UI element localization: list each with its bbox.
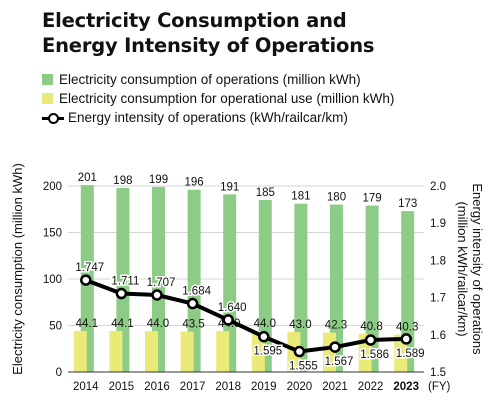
energy-intensity-marker [258,330,270,343]
bar-operations [187,189,201,372]
data-label-operations: 181 [291,191,310,203]
chart-title-line-1: Electricity Consumption and [42,9,347,32]
data-label-energy-intensity: 1.711 [111,276,139,288]
chart-title: Electricity Consumption and Energy Inten… [42,8,374,58]
legend-item-energy-intensity: Energy intensity of operations (kWh/rail… [42,108,394,127]
data-label-operations: 196 [185,177,204,189]
bar-operations [223,194,237,372]
data-label-energy-intensity: 1.567 [325,356,354,368]
data-label-operations: 199 [149,174,168,186]
data-label-operations: 201 [78,172,97,184]
bar-operational-use [216,331,230,372]
energy-intensity-line [85,278,407,354]
y-axis-tick-label: 50 [49,321,62,333]
bar-operational-use [109,330,123,372]
data-label-operations: 180 [327,192,346,204]
y-axis-tick-label: 0 [56,367,62,379]
data-label-operational-use: 44.1 [111,318,133,330]
data-label-operational-use: 44.1 [76,318,98,330]
data-label-operational-use: 44.0 [254,318,276,330]
data-label-operations: 185 [256,187,275,199]
legend-swatch-operational-use [42,93,53,104]
data-label-operational-use: 40.3 [396,322,418,334]
energy-intensity-marker [400,333,412,345]
bar-operational-use [145,331,158,372]
bar-operations [330,204,343,372]
x-axis-tick-label: 2022 [358,381,384,393]
y2-axis-tick-label: 2.0 [430,181,446,193]
bar-operational-use [180,331,194,372]
x-axis-tick-label: 2015 [109,381,135,393]
data-label-energy-intensity: 1.589 [396,348,425,360]
bar-operations [116,187,130,372]
chart-title-line-2: Energy Intensity of Operations [42,34,375,57]
energy-intensity-marker [80,274,92,286]
energy-intensity-marker [329,341,341,353]
data-label-energy-intensity: 1.747 [75,262,104,274]
data-label-energy-intensity: 1.684 [182,286,211,298]
y2-axis-tick-label: 1.5 [430,367,446,379]
x-axis-unit-label: (FY) [428,381,451,393]
x-axis-tick-label: 2014 [73,381,99,393]
data-label-energy-intensity: 1.586 [360,349,389,361]
y-axis-title: Electricity consumption (million kWh) [10,163,25,375]
x-axis-tick-label: 2020 [287,381,313,393]
chart-legend: Electricity consumption of operations (m… [42,70,394,127]
bar-operations [258,199,272,372]
y2-axis-tick-label: 1.6 [430,330,446,342]
y2-axis-tick-label: 1.8 [430,255,446,267]
legend-label-operational-use: Electricity consumption for operational … [59,91,395,106]
x-axis-tick-label: 2023 [393,381,419,393]
bar-operational-use [73,330,87,372]
bar-operations [294,203,308,372]
data-label-operational-use: 44.0 [147,318,169,330]
energy-intensity-marker [151,289,163,301]
data-label-operational-use: 42.3 [325,320,347,332]
legend-item-operational-use: Electricity consumption for operational … [42,89,394,108]
energy-intensity-marker [222,314,234,326]
y-axis-tick-label: 200 [43,181,62,193]
energy-intensity-marker [186,297,199,310]
energy-intensity-marker [364,334,377,346]
bar-operations [401,211,415,372]
legend-swatch-operations [42,74,53,85]
x-axis-tick-label: 2016 [144,381,170,393]
x-axis-tick-label: 2017 [180,381,206,393]
legend-line-marker-icon [42,112,64,124]
data-label-operational-use: 40.8 [360,321,382,333]
data-label-operations: 179 [363,193,382,205]
legend-label-operations: Electricity consumption of operations (m… [59,72,361,87]
energy-intensity-marker [293,345,306,358]
bar-operations [365,205,379,372]
x-axis-tick-label: 2018 [215,381,241,393]
legend-label-energy-intensity: Energy intensity of operations (kWh/rail… [68,110,348,125]
energy-intensity-marker [115,287,128,300]
y2-axis-title-line-1: Energy intensity of operations [470,183,485,355]
data-label-energy-intensity: 1.707 [147,277,176,289]
x-axis-tick-label: 2019 [251,381,277,393]
bar-operations [152,186,165,372]
data-label-operations: 191 [220,181,239,193]
data-label-operational-use: 43.5 [182,319,204,331]
y2-axis-tick-label: 1.7 [430,293,446,305]
data-label-operational-use: 43.0 [289,319,311,331]
y-axis-tick-label: 150 [43,228,62,240]
y2-axis-tick-label: 1.9 [430,218,446,230]
y-axis-tick-label: 100 [43,274,62,286]
legend-item-operations: Electricity consumption of operations (m… [42,70,394,89]
data-label-operations: 173 [398,198,417,210]
x-axis-tick-label: 2021 [322,381,348,393]
data-label-energy-intensity: 1.555 [289,361,318,373]
data-label-energy-intensity: 1.595 [253,346,282,358]
data-label-operations: 198 [113,175,132,187]
data-label-energy-intensity: 1.640 [218,302,247,314]
y2-axis-title-line-2: (million kWh/railcar/km) [455,201,470,336]
